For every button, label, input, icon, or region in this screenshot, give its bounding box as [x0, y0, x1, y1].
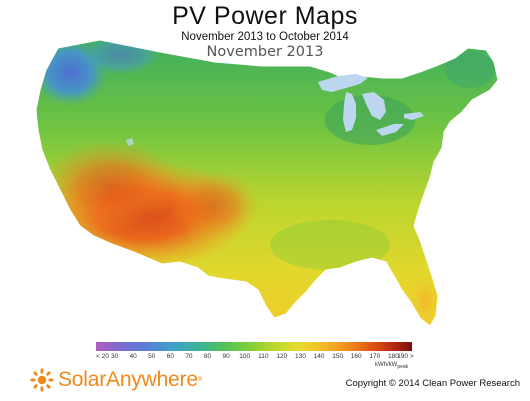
scale-label: 70	[185, 353, 193, 360]
brand-registered-mark: ®	[197, 377, 203, 383]
scale-label: < 20	[96, 353, 109, 360]
lake-erie	[376, 124, 404, 136]
scale-label: 190 >	[397, 353, 414, 360]
lake-ontario	[404, 112, 424, 120]
scale-label: 150	[332, 353, 344, 360]
scale-label: 160	[350, 353, 362, 360]
scale-units: kWh/kWpeak	[375, 362, 408, 370]
great-salt-lake	[126, 138, 134, 146]
units-sub: peak	[397, 364, 409, 371]
solaranywhere-logo: SolarAnywhere ®	[30, 366, 202, 394]
lake-michigan	[343, 92, 356, 132]
great-lakes	[126, 74, 424, 146]
scale-label: 120	[276, 353, 288, 360]
units-main: kWh/kW	[375, 362, 398, 368]
us-border	[35, 39, 499, 327]
scale-label: 140	[313, 353, 325, 360]
scale-label: 30	[110, 353, 119, 360]
copyright-notice: Copyright © 2014 Clean Power Research	[345, 378, 520, 389]
scale-label: 130	[295, 353, 306, 360]
scale-label: 50	[148, 353, 156, 360]
brand-name: SolarAnywhere	[58, 368, 198, 391]
map-subtitle: November 2013 to October 2014	[181, 31, 349, 43]
color-scale-bar	[96, 342, 412, 351]
lake-superior	[318, 74, 368, 92]
map-title: PV Power Maps	[172, 2, 358, 30]
scale-label: 100	[239, 353, 251, 360]
month-label: November 2013	[206, 44, 324, 60]
scale-label: 180	[387, 353, 399, 360]
scale-label: 90	[222, 353, 230, 360]
scale-label: 60	[166, 353, 174, 360]
color-scale-labels: < 20 30 40 50 60 70 80 90 100 110 120 130 140 150 160 1…	[94, 353, 420, 363]
scale-label: 40	[129, 353, 137, 360]
scale-label: 80	[203, 353, 212, 360]
sun-icon	[30, 368, 54, 392]
scale-label: 110	[258, 353, 269, 360]
lake-huron	[362, 92, 386, 120]
scale-label: 170	[369, 353, 381, 360]
